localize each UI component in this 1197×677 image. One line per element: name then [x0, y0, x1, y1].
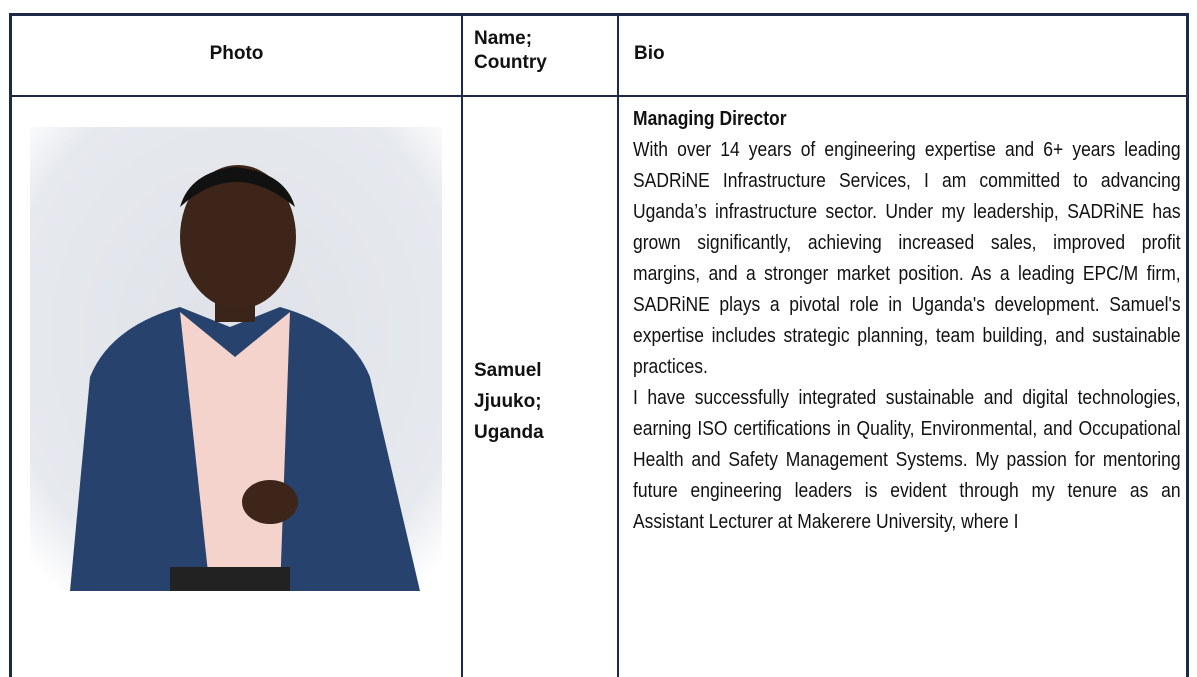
person-name: Samuel Jjuuko; Uganda	[474, 360, 544, 443]
table-border	[1186, 13, 1189, 677]
col-border	[461, 13, 463, 677]
table-border	[9, 13, 12, 677]
row-border	[9, 95, 1189, 97]
table-border	[9, 13, 1189, 16]
bio: Managing Director With over 14 years of …	[633, 103, 1181, 537]
bio-paragraph: With over 14 years of engineering expert…	[633, 138, 1181, 378]
col-border	[617, 13, 619, 677]
bio-paragraph: I have successfully integrated sustainab…	[633, 386, 1181, 533]
bio-role: Managing Director	[633, 107, 787, 130]
header-name: Name; Country	[474, 28, 547, 73]
photo	[30, 127, 442, 591]
header-photo: Photo	[209, 43, 264, 64]
header-bio: Bio	[634, 43, 665, 64]
